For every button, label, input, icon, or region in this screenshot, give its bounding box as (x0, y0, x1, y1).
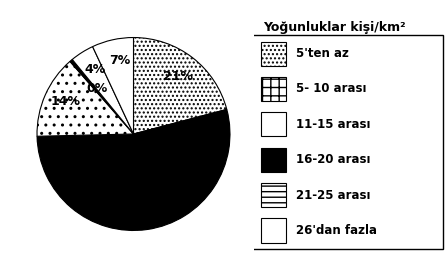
FancyBboxPatch shape (261, 42, 286, 66)
FancyBboxPatch shape (261, 183, 286, 207)
Text: 4%: 4% (85, 63, 106, 76)
Text: 5- 10 arası: 5- 10 arası (296, 83, 366, 95)
Text: 26'dan fazla: 26'dan fazla (296, 224, 377, 237)
Wedge shape (37, 61, 134, 136)
Wedge shape (72, 47, 134, 134)
Text: 11-15 arası: 11-15 arası (296, 118, 370, 131)
Text: Yoğunluklar kişi/km²: Yoğunluklar kişi/km² (263, 21, 406, 35)
Text: 0%: 0% (87, 82, 108, 95)
Wedge shape (93, 38, 134, 134)
Text: 5'ten az: 5'ten az (296, 47, 348, 60)
Text: 16-20 arası: 16-20 arası (296, 153, 370, 166)
Text: 54%: 54% (128, 199, 158, 212)
Wedge shape (134, 38, 227, 134)
FancyBboxPatch shape (261, 77, 286, 101)
FancyBboxPatch shape (252, 35, 443, 249)
Wedge shape (37, 109, 230, 230)
FancyBboxPatch shape (261, 112, 286, 136)
Text: 21-25 arası: 21-25 arası (296, 189, 370, 202)
Wedge shape (70, 59, 134, 134)
Text: 21%: 21% (163, 70, 193, 83)
Text: 14%: 14% (50, 95, 81, 109)
FancyBboxPatch shape (261, 218, 286, 243)
FancyBboxPatch shape (261, 148, 286, 172)
Text: 7%: 7% (109, 54, 130, 66)
